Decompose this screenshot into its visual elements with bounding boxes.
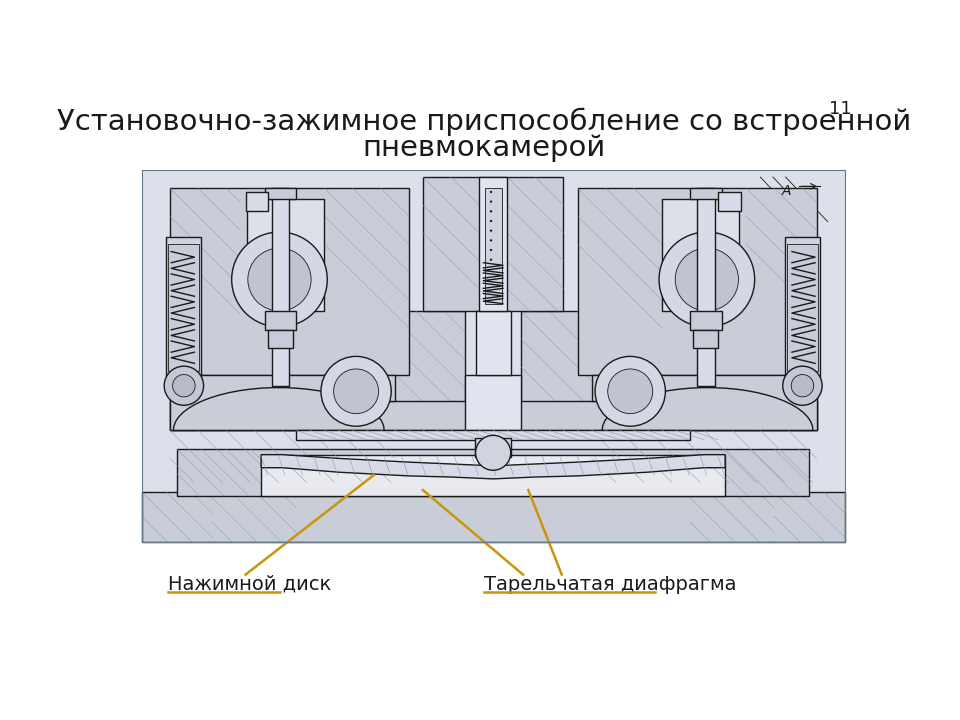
Polygon shape [602, 387, 813, 431]
Bar [142, 492, 212, 542]
Circle shape [660, 232, 755, 327]
Bar [268, 330, 293, 348]
Circle shape [321, 356, 392, 426]
Circle shape [490, 239, 492, 241]
Circle shape [490, 230, 492, 232]
Bar [422, 177, 564, 311]
Bar [521, 311, 817, 431]
Circle shape [248, 248, 311, 311]
Bar [475, 438, 512, 456]
Bar [142, 169, 845, 542]
Bar [661, 199, 739, 311]
Text: Тарельчатая диафрагма: Тарельчатая диафрагма [484, 575, 736, 593]
Bar [170, 431, 395, 482]
Bar [693, 330, 718, 348]
Bar [265, 311, 297, 330]
Bar [591, 431, 817, 482]
Bar [578, 188, 661, 374]
Text: пневмокамерой: пневмокамерой [363, 134, 606, 162]
Bar [272, 188, 289, 386]
Bar [465, 374, 521, 431]
Bar [704, 400, 817, 431]
Bar [170, 188, 409, 374]
Bar [485, 188, 501, 304]
Circle shape [490, 220, 492, 222]
Bar [388, 311, 465, 431]
Bar [297, 431, 690, 440]
Bar [261, 454, 725, 495]
Bar [690, 188, 722, 199]
Bar [177, 449, 261, 495]
Bar [718, 192, 740, 210]
Circle shape [475, 436, 511, 470]
Bar [479, 177, 507, 311]
Bar [746, 188, 817, 374]
Bar [739, 311, 817, 431]
Bar [422, 177, 564, 311]
Circle shape [608, 369, 653, 414]
Text: Установочно-зажимное приспособление со встроенной: Установочно-зажимное приспособление со в… [58, 108, 911, 136]
Bar [168, 244, 200, 371]
Bar [170, 311, 465, 431]
Circle shape [490, 200, 492, 203]
Bar [170, 311, 247, 431]
Bar [324, 188, 409, 374]
Bar [170, 188, 240, 374]
Bar [725, 449, 809, 495]
Bar [212, 498, 297, 542]
Circle shape [490, 191, 492, 193]
Bar [166, 237, 202, 378]
Bar [170, 400, 282, 431]
Circle shape [164, 366, 204, 405]
Bar [787, 244, 818, 371]
Text: Нажимной диск: Нажимной диск [168, 575, 331, 593]
Bar [142, 169, 845, 542]
Circle shape [490, 249, 492, 251]
Circle shape [782, 366, 822, 405]
Bar [697, 188, 714, 386]
Bar [521, 311, 599, 431]
Polygon shape [261, 454, 725, 479]
Polygon shape [591, 374, 817, 431]
Circle shape [490, 258, 492, 261]
Bar [265, 188, 297, 199]
Bar [177, 449, 809, 495]
Circle shape [675, 248, 738, 311]
Circle shape [231, 232, 327, 327]
Polygon shape [174, 387, 384, 431]
Bar [775, 492, 845, 542]
Circle shape [333, 369, 378, 414]
Text: 11: 11 [829, 100, 852, 118]
Polygon shape [170, 374, 395, 431]
Bar [690, 498, 775, 542]
Bar [142, 492, 845, 542]
Bar [475, 311, 511, 374]
Circle shape [595, 356, 665, 426]
Bar [690, 311, 722, 330]
Bar [785, 237, 820, 378]
Bar [246, 192, 268, 210]
Bar [578, 188, 817, 374]
Bar [170, 400, 817, 431]
Text: А: А [781, 184, 791, 199]
Bar [247, 199, 324, 311]
Circle shape [791, 374, 814, 397]
Circle shape [490, 210, 492, 212]
Circle shape [173, 374, 195, 397]
